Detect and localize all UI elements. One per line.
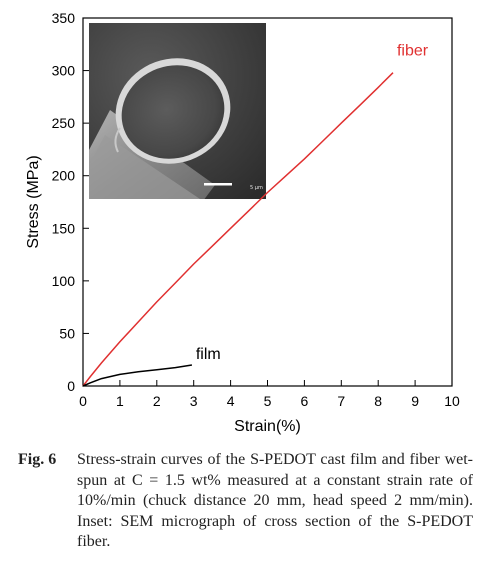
x-tick-label: 10 [444,393,460,409]
x-tick-label: 4 [227,393,235,409]
scale-bar-label: 5 μm [250,185,263,191]
series-label-film: film [196,346,221,363]
x-axis-title: Strain(%) [234,418,301,435]
x-tick-label: 6 [301,393,309,409]
x-tick-label: 9 [411,393,419,409]
y-tick-label: 100 [52,273,76,289]
x-tick-label: 5 [264,393,272,409]
axes: 0 1 2 3 4 5 6 7 8 9 10050100150200250300350Strain(… [25,10,460,435]
y-axis-title: Stress (MPa) [25,155,42,248]
series-line-film [82,364,193,387]
scale-bar [204,183,232,186]
x-tick-label: 1 [116,393,124,409]
y-tick-label: 350 [52,10,76,26]
y-tick-label: 150 [52,220,76,236]
x-tick-label: 3 [190,393,198,409]
y-tick-label: 250 [52,115,76,131]
caption-label: Fig. 6 [18,451,57,468]
figure-caption: Fig. 6 Stress-strain curves of the S-PED… [18,450,474,574]
stress-strain-figure: 5 μm 0 1 2 3 4 5 6 7 8 9 10 0 50 100 150 200 250 300 350 St… [25,10,460,435]
sem-inset: 5 μm [89,23,266,199]
x-tick-label: 8 [374,393,382,409]
x-tick-label: 7 [337,393,345,409]
stress-strain-chart: 5 μm 0 1 2 3 4 5 6 7 8 9 10050100150200250300350St… [25,10,460,435]
series-label-fiber: fiber [397,43,429,60]
caption-text: Stress-strain curves of the S-PEDOT cast… [77,451,473,550]
y-tick-label: 0 [67,378,75,394]
x-tick-label: 0 [79,393,87,409]
series-line-fiber [82,72,394,387]
y-tick-label: 300 [52,63,76,79]
y-tick-label: 200 [52,168,76,184]
x-tick-label: 2 [153,393,161,409]
y-tick-label: 50 [59,325,75,341]
series-group: fiber film [82,43,429,387]
